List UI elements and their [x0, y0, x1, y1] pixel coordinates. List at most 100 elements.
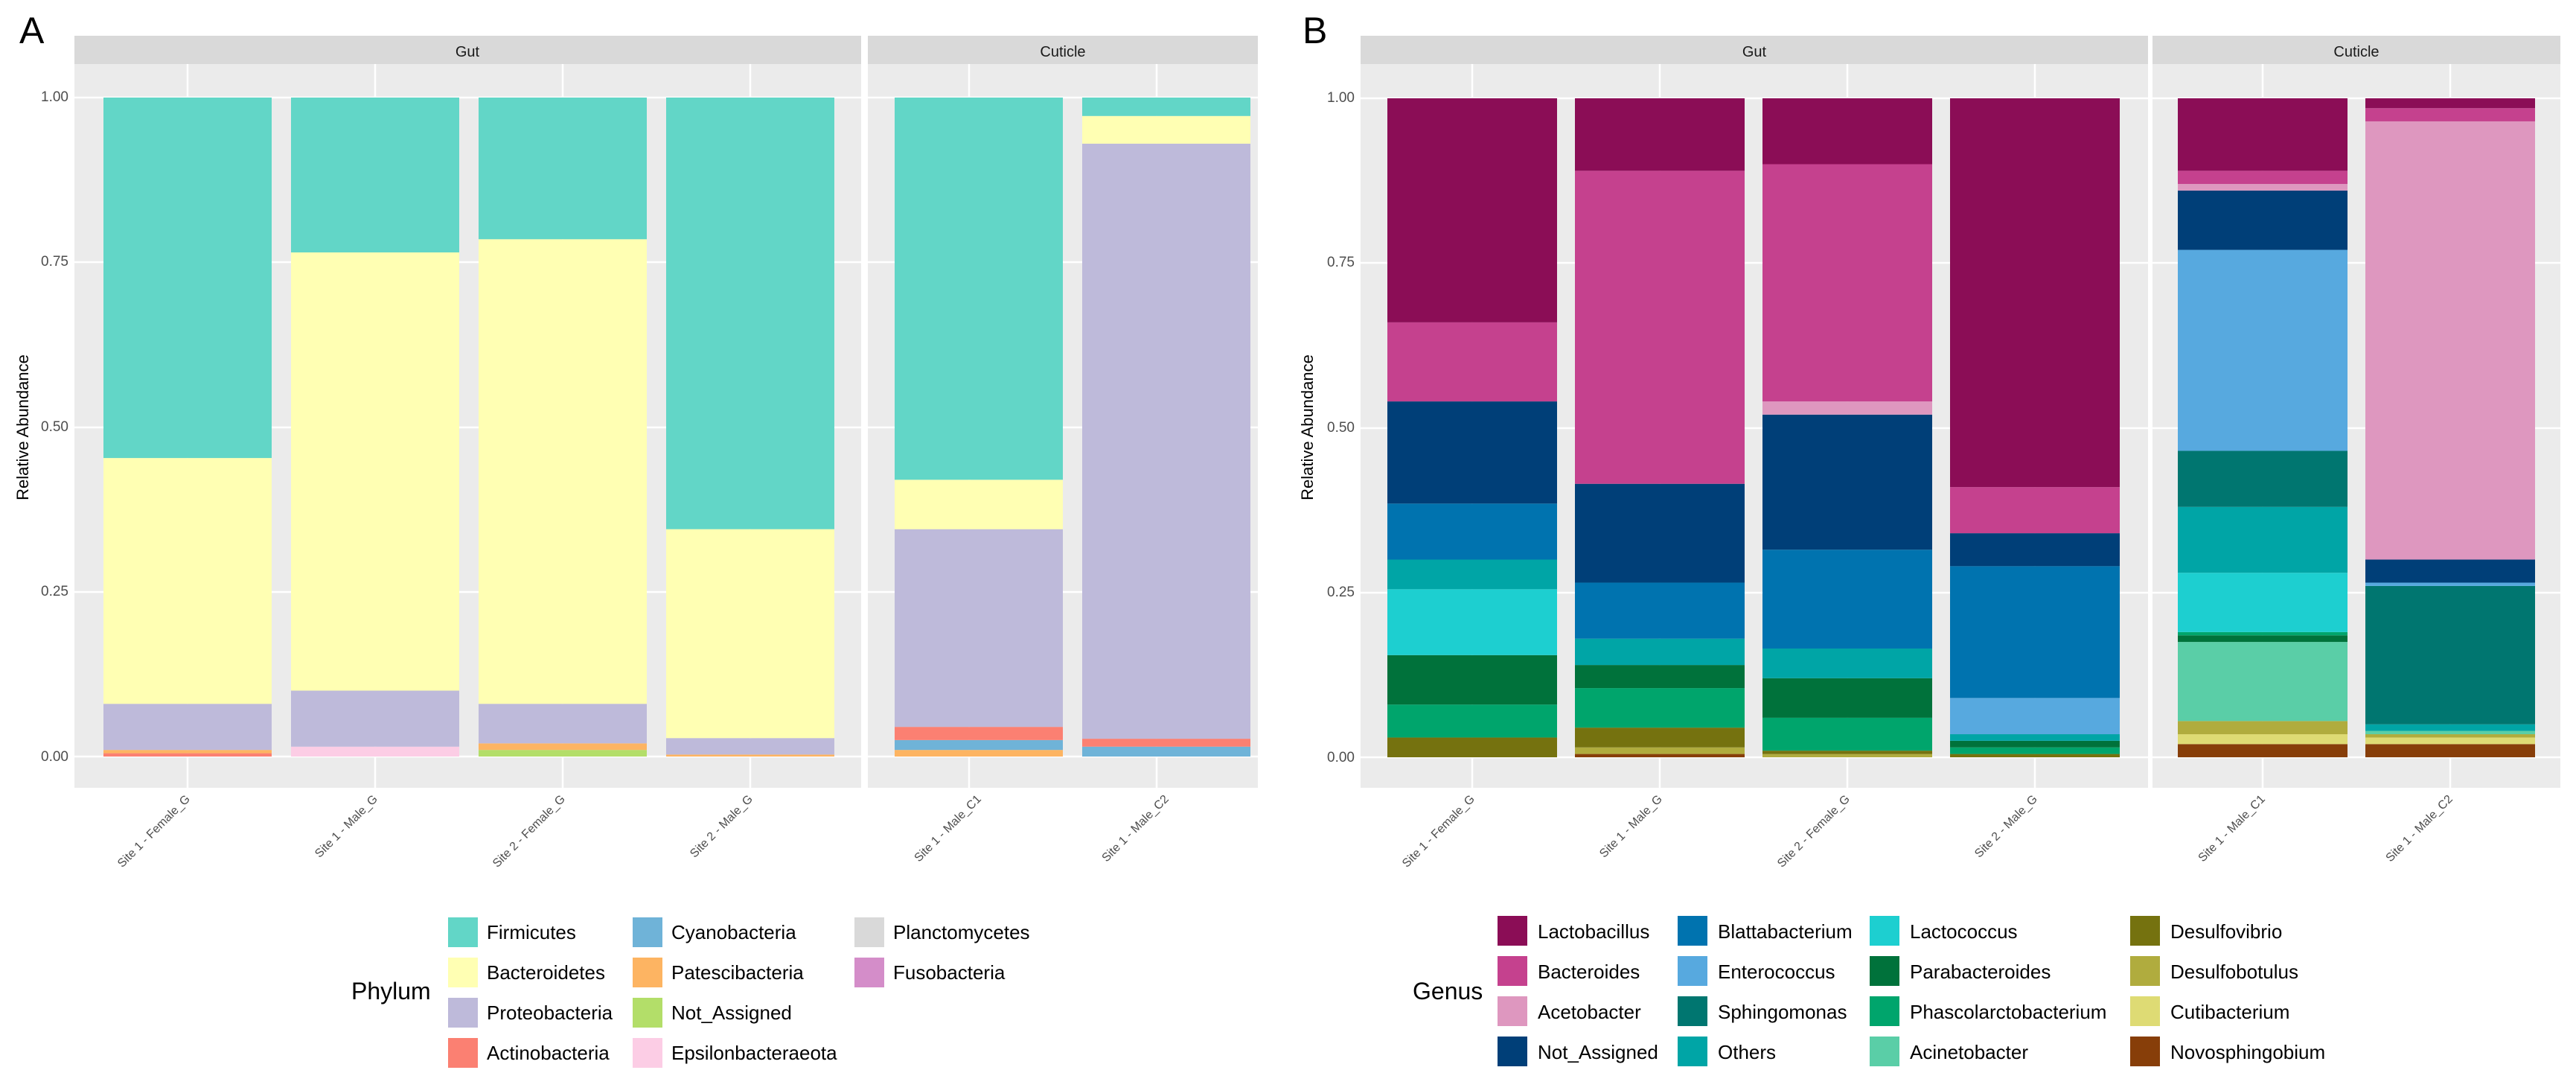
bar-site1-male-g [1575, 98, 1745, 757]
bar-segment-enterococcus [2365, 582, 2535, 586]
bar-segment-novosphingobium [1575, 754, 1745, 757]
bar-segment-proteobacteria [291, 690, 459, 747]
facet-strip-label: Gut [456, 44, 480, 60]
legend-label: Not_Assigned [1538, 1041, 1658, 1063]
legend-swatch [854, 917, 884, 947]
legend-label: Cutibacterium [2170, 1001, 2289, 1023]
legend-swatch [1870, 996, 1899, 1026]
bar-segment-patescibacteria [895, 750, 1063, 757]
bar-segment-desulfobotulus [2365, 734, 2535, 738]
legend-item-blattabacterium: Blattabacterium [1678, 916, 1853, 946]
legend-label: Actinobacteria [487, 1042, 610, 1064]
bar-site1-female-g [103, 98, 272, 757]
bar-segment-not-assigned [2365, 559, 2535, 583]
legend-label: Blattabacterium [1718, 920, 1853, 943]
bar-segment-not-assigned [1950, 533, 2120, 567]
panel-a-ylabel: Relative Abundance [13, 354, 32, 500]
legend-item-acinetobacter: Acinetobacter [1870, 1037, 2028, 1066]
bar-site2-female-g [1762, 98, 1932, 757]
bar-segment-proteobacteria [1082, 143, 1250, 739]
panel-b: B Relative Abundance 0.00 0.25 0.50 0.75… [1298, 10, 2560, 1066]
bar-segment-proteobacteria [479, 704, 647, 744]
legend-swatch [1870, 1037, 1899, 1066]
bar-segment-patescibacteria [479, 743, 647, 751]
legend-label: Lactobacillus [1538, 920, 1649, 943]
bar-segment-firmicutes [479, 98, 647, 240]
bar-segment-cyanobacteria [895, 739, 1063, 751]
legend-swatch [1870, 916, 1899, 946]
legend-item-not-assigned: Not_Assigned [633, 998, 792, 1028]
bar-site1-male-c2 [1082, 98, 1250, 757]
legend-swatch [854, 958, 884, 987]
legend-item-lactococcus: Lactococcus [1870, 916, 2018, 946]
bar-segment-parabacteroides [1950, 740, 2120, 748]
bar-segment-phascolarctobacterium [2178, 631, 2348, 636]
bar-segment-blattabacterium [1950, 566, 2120, 698]
bar-site2-female-g [479, 98, 647, 757]
bar-segment-firmicutes [103, 98, 272, 459]
facet-strip-label: Cuticle [2333, 44, 2379, 60]
bar-segment-desulfobotulus [1762, 754, 1932, 757]
legend-label: Patescibacteria [671, 961, 804, 984]
bar-segment-enterococcus [2178, 249, 2348, 451]
legend-swatch [448, 917, 478, 947]
legend-swatch [633, 917, 662, 947]
panel-b-label: B [1303, 10, 1327, 51]
bar-segment-patescibacteria [666, 754, 834, 757]
panel-b-ytick-label: 0.75 [1327, 255, 1355, 270]
bar-segment-lactobacillus [1762, 98, 1932, 165]
legend-swatch [1498, 956, 1527, 986]
legend-label: Not_Assigned [671, 1002, 792, 1024]
bar-segment-desulfobotulus [1575, 747, 1745, 754]
legend-item-not-assigned: Not_Assigned [1498, 1037, 1658, 1066]
bar-segment-blattabacterium [1575, 582, 1745, 639]
bar-segment-desulfovibrio [1387, 737, 1557, 757]
legend-label: Parabacteroides [1910, 961, 2051, 983]
legend-label: Novosphingobium [2170, 1041, 2325, 1063]
bar-segment-others [1950, 734, 2120, 741]
legend-swatch [1870, 956, 1899, 986]
bar-segment-lactobacillus [1575, 98, 1745, 171]
legend-item-enterococcus: Enterococcus [1678, 956, 1835, 986]
bar-segment-parabacteroides [1575, 665, 1745, 689]
bar-site1-female-g [1387, 98, 1557, 757]
bar-segment-bacteroides [1575, 171, 1745, 484]
facet-strip-label: Gut [1742, 44, 1767, 60]
facet-cuticle: Cuticle Site 1 - Male_C1 Site 1 - Male_C… [868, 36, 1258, 865]
bar-segment-acetobacter [2178, 184, 2348, 191]
bar-segment-acinetobacter [2365, 730, 2535, 735]
legend-swatch [1678, 996, 1707, 1026]
legend-label: Fusobacteria [893, 961, 1006, 984]
bar-segment-lactobacillus [1950, 98, 2120, 488]
bar-segment-bacteroides [2365, 108, 2535, 121]
bar-segment-proteobacteria [895, 529, 1063, 727]
legend-swatch [1678, 1037, 1707, 1066]
bar-segment-parabacteroides [2178, 635, 2348, 643]
bar-segment-desulfovibrio [1950, 754, 2120, 757]
legend-label: Bacteroides [1538, 961, 1640, 983]
legend-swatch [1678, 916, 1707, 946]
legend-swatch [448, 998, 478, 1028]
legend-swatch [2130, 996, 2160, 1026]
bar-segment-phascolarctobacterium [1762, 717, 1932, 751]
legend-item-novosphingobium: Novosphingobium [2130, 1037, 2325, 1066]
panel-a-label: A [19, 10, 45, 51]
legend-item-others: Others [1678, 1037, 1776, 1066]
bar-segment-bacteroides [1387, 322, 1557, 402]
legend-swatch [448, 958, 478, 987]
bar-segment-bacteroides [2178, 171, 2348, 185]
legend-item-acetobacter: Acetobacter [1498, 996, 1641, 1026]
legend-swatch [2130, 1037, 2160, 1066]
legend-swatch [633, 998, 662, 1028]
legend-label: Lactococcus [1910, 920, 2018, 943]
bar-segment-cutibacterium [2365, 737, 2535, 745]
bar-segment-sphingomonas [2178, 450, 2348, 507]
bar-segment-proteobacteria [666, 738, 834, 755]
bar-segment-bacteroidetes [895, 480, 1063, 529]
legend-label: Desulfovibrio [2170, 920, 2282, 943]
legend-label: Others [1718, 1041, 1776, 1063]
legend-label: Epsilonbacteraeota [671, 1042, 837, 1064]
legend-item-phascolarctobacterium: Phascolarctobacterium [1870, 996, 2106, 1026]
bar-segment-firmicutes [291, 98, 459, 252]
